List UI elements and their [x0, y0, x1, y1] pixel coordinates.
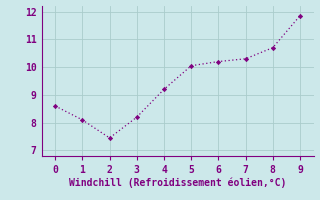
X-axis label: Windchill (Refroidissement éolien,°C): Windchill (Refroidissement éolien,°C) [69, 178, 286, 188]
